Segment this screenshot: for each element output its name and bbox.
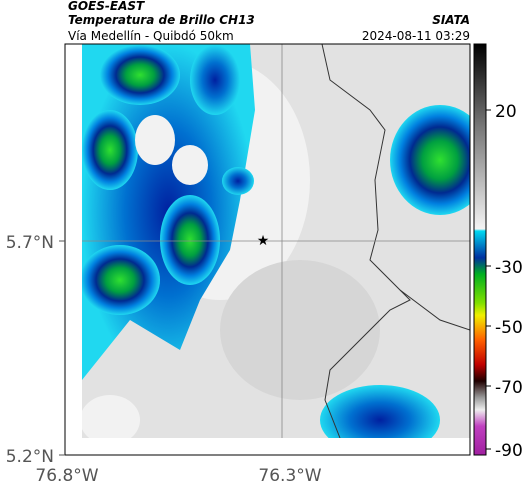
- subtitle: Vía Medellín - Quibdó 50km: [68, 29, 234, 43]
- title: Temperatura de Brillo CH13: [68, 13, 255, 27]
- datetime: 2024-08-11 03:29: [362, 29, 470, 43]
- map-frame: [64, 43, 471, 456]
- y-label: 5.2°N: [6, 447, 54, 467]
- imagery: [82, 44, 470, 438]
- colorbar-label: 20: [495, 102, 517, 122]
- colorbar-label: -90: [495, 441, 523, 461]
- marker: ★: [257, 233, 270, 249]
- colorbar: [473, 43, 487, 456]
- colorbar-label: -50: [495, 318, 523, 338]
- colorbar-label: -30: [495, 258, 523, 278]
- x-label: 76.3°W: [258, 466, 321, 486]
- colorbar-label: -70: [495, 378, 523, 398]
- y-label: 5.7°N: [6, 233, 54, 253]
- brand: SIATA: [432, 13, 470, 27]
- source: GOES-EAST: [68, 0, 145, 13]
- x-label: 76.8°W: [35, 466, 98, 486]
- colorbar-ticks: [486, 109, 491, 450]
